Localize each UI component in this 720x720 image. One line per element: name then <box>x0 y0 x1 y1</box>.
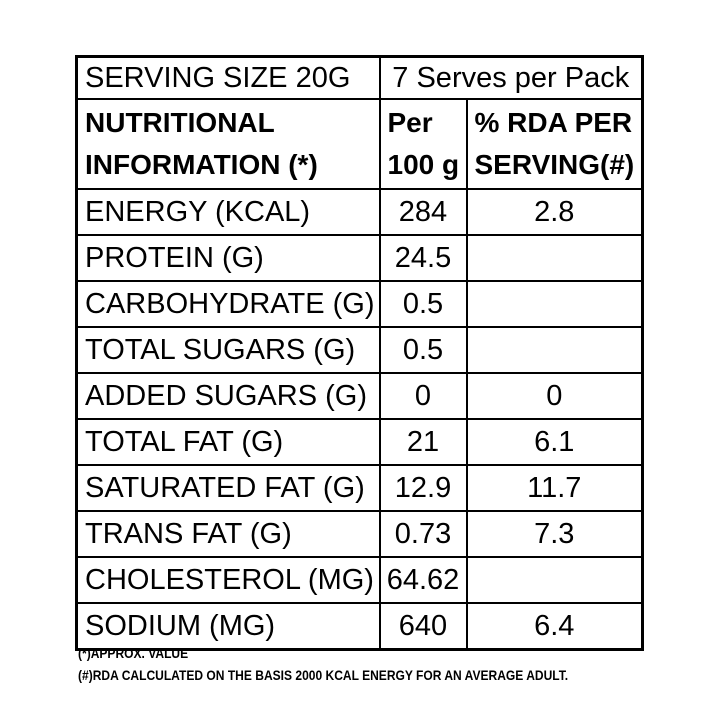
header-col2-line1: Per <box>387 107 433 138</box>
nutrition-table: SERVING SIZE 20G 7 Serves per Pack NUTRI… <box>75 55 645 651</box>
nutrient-row: PROTEIN (G) 24.5 <box>75 234 644 282</box>
rda-value-cell: 2.8 <box>465 188 644 236</box>
rda-value-cell <box>465 234 644 282</box>
per-100g-value-cell: 640 <box>378 602 468 651</box>
nutrient-row: TOTAL SUGARS (G) 0.5 <box>75 326 644 374</box>
rda-value-cell: 6.1 <box>465 418 644 466</box>
per-100g-value-cell: 284 <box>378 188 468 236</box>
nutrient-row: SODIUM (MG) 640 6.4 <box>75 602 644 651</box>
nutrient-label-cell: TOTAL FAT (G) <box>75 418 381 466</box>
per-100g-value-cell: 21 <box>378 418 468 466</box>
nutrient-row: CHOLESTEROL (MG) 64.62 <box>75 556 644 604</box>
nutrient-label-cell: PROTEIN (G) <box>75 234 381 282</box>
nutrient-label-cell: TRANS FAT (G) <box>75 510 381 558</box>
header-col3-line2: SERVING(#) <box>474 149 635 180</box>
header-nutritional-information: NUTRITIONAL INFORMATION (*) <box>75 98 381 190</box>
header-per-100g: Per 100 g <box>378 98 468 190</box>
header-col1-line2: INFORMATION (*) <box>85 149 318 180</box>
nutrient-label-cell: TOTAL SUGARS (G) <box>75 326 381 374</box>
rda-value-cell <box>465 326 644 374</box>
nutrient-row: TRANS FAT (G) 0.73 7.3 <box>75 510 644 558</box>
footnotes: (*)APPROX. VALUE (#)RDA CALCULATED ON TH… <box>78 642 648 686</box>
serves-per-pack-cell: 7 Serves per Pack <box>378 55 644 100</box>
header-rda-per-serving: % RDA PER SERVING(#) <box>465 98 644 190</box>
per-100g-value-cell: 0.73 <box>378 510 468 558</box>
rda-value-cell: 6.4 <box>465 602 644 651</box>
rda-value-cell <box>465 280 644 328</box>
nutrient-row: SATURATED FAT (G) 12.9 11.7 <box>75 464 644 512</box>
footnote-approx-value: (*)APPROX. VALUE <box>78 645 189 661</box>
header-col3-line1: % RDA PER <box>474 107 633 138</box>
nutrient-label-cell: SATURATED FAT (G) <box>75 464 381 512</box>
rda-value-cell: 0 <box>465 372 644 420</box>
per-100g-value-cell: 0.5 <box>378 280 468 328</box>
serving-size-row: SERVING SIZE 20G 7 Serves per Pack <box>75 55 644 100</box>
per-100g-value-cell: 0.5 <box>378 326 468 374</box>
rda-value-cell: 11.7 <box>465 464 644 512</box>
nutrient-row: CARBOHYDRATE (G) 0.5 <box>75 280 644 328</box>
nutrient-label-cell: ENERGY (KCAL) <box>75 188 381 236</box>
nutrient-row: TOTAL FAT (G) 21 6.1 <box>75 418 644 466</box>
table-header-row: NUTRITIONAL INFORMATION (*) Per 100 g % … <box>75 98 644 190</box>
nutrient-row: ENERGY (KCAL) 284 2.8 <box>75 188 644 236</box>
per-100g-value-cell: 64.62 <box>378 556 468 604</box>
footnote-rda-basis: (#)RDA CALCULATED ON THE BASIS 2000 KCAL… <box>78 667 569 683</box>
rda-value-cell: 7.3 <box>465 510 644 558</box>
nutrient-label-cell: ADDED SUGARS (G) <box>75 372 381 420</box>
nutrient-rows-section: ENERGY (KCAL) 284 2.8 PROTEIN (G) 24.5 CARBOH… <box>75 188 644 651</box>
nutrition-table-head-section: SERVING SIZE 20G 7 Serves per Pack NUTRI… <box>75 55 644 190</box>
per-100g-value-cell: 24.5 <box>378 234 468 282</box>
nutrient-row: ADDED SUGARS (G) 0 0 <box>75 372 644 420</box>
serving-size-cell: SERVING SIZE 20G <box>75 55 381 100</box>
header-col2-line2: 100 g <box>387 149 460 180</box>
per-100g-value-cell: 12.9 <box>378 464 468 512</box>
rda-value-cell <box>465 556 644 604</box>
header-col1-line1: NUTRITIONAL <box>85 107 275 138</box>
per-100g-value-cell: 0 <box>378 372 468 420</box>
nutrient-label-cell: SODIUM (MG) <box>75 602 381 651</box>
nutrient-label-cell: CHOLESTEROL (MG) <box>75 556 381 604</box>
nutrient-label-cell: CARBOHYDRATE (G) <box>75 280 381 328</box>
